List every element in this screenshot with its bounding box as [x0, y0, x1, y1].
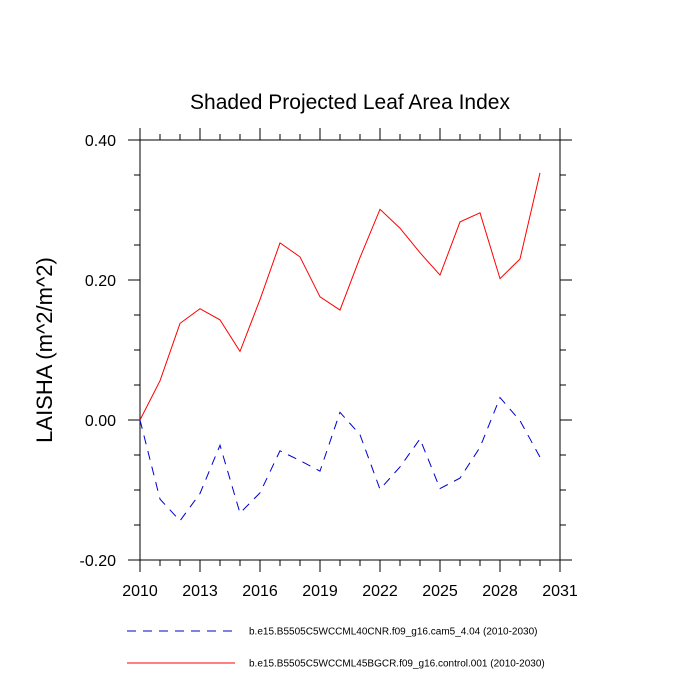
legend: b.e15.B5505C5WCCML40CNR.f09_g16.cam5_4.0…: [127, 627, 545, 670]
legend-label-2: b.e15.B5505C5WCCML45BGCR.f09_g16.control…: [249, 659, 545, 670]
x-tick-label: 2010: [122, 583, 158, 600]
x-tick-label: 2025: [422, 583, 458, 600]
x-axis-tick-labels: 2010 2013 2016 2019 2022 2025 2028 2031: [122, 583, 578, 600]
axis-ticks: [128, 128, 572, 572]
x-tick-label: 2028: [482, 583, 518, 600]
series-lines: [139, 172, 541, 522]
legend-label-1: b.e15.B5505C5WCCML40CNR.f09_g16.cam5_4.0…: [249, 627, 538, 638]
plot-frame: [139, 139, 561, 561]
y-axis-tick-labels: -0.20 0.00 0.20 0.40: [80, 133, 117, 570]
chart-title: Shaded Projected Leaf Area Index: [190, 91, 510, 114]
y-tick-label: 0.40: [85, 133, 116, 150]
y-tick-label: 0.00: [85, 413, 116, 430]
x-tick-label: 2013: [182, 583, 218, 600]
y-tick-label: -0.20: [80, 553, 117, 570]
x-tick-label: 2022: [362, 583, 398, 600]
x-tick-label: 2016: [242, 583, 278, 600]
series-line-2: [139, 172, 541, 421]
x-tick-label: 2019: [302, 583, 338, 600]
x-tick-label: 2031: [542, 583, 578, 600]
series-line-1: [139, 396, 541, 522]
y-tick-label: 0.20: [85, 273, 116, 290]
y-axis-label: LAISHA (m^2/m^2): [32, 257, 57, 443]
